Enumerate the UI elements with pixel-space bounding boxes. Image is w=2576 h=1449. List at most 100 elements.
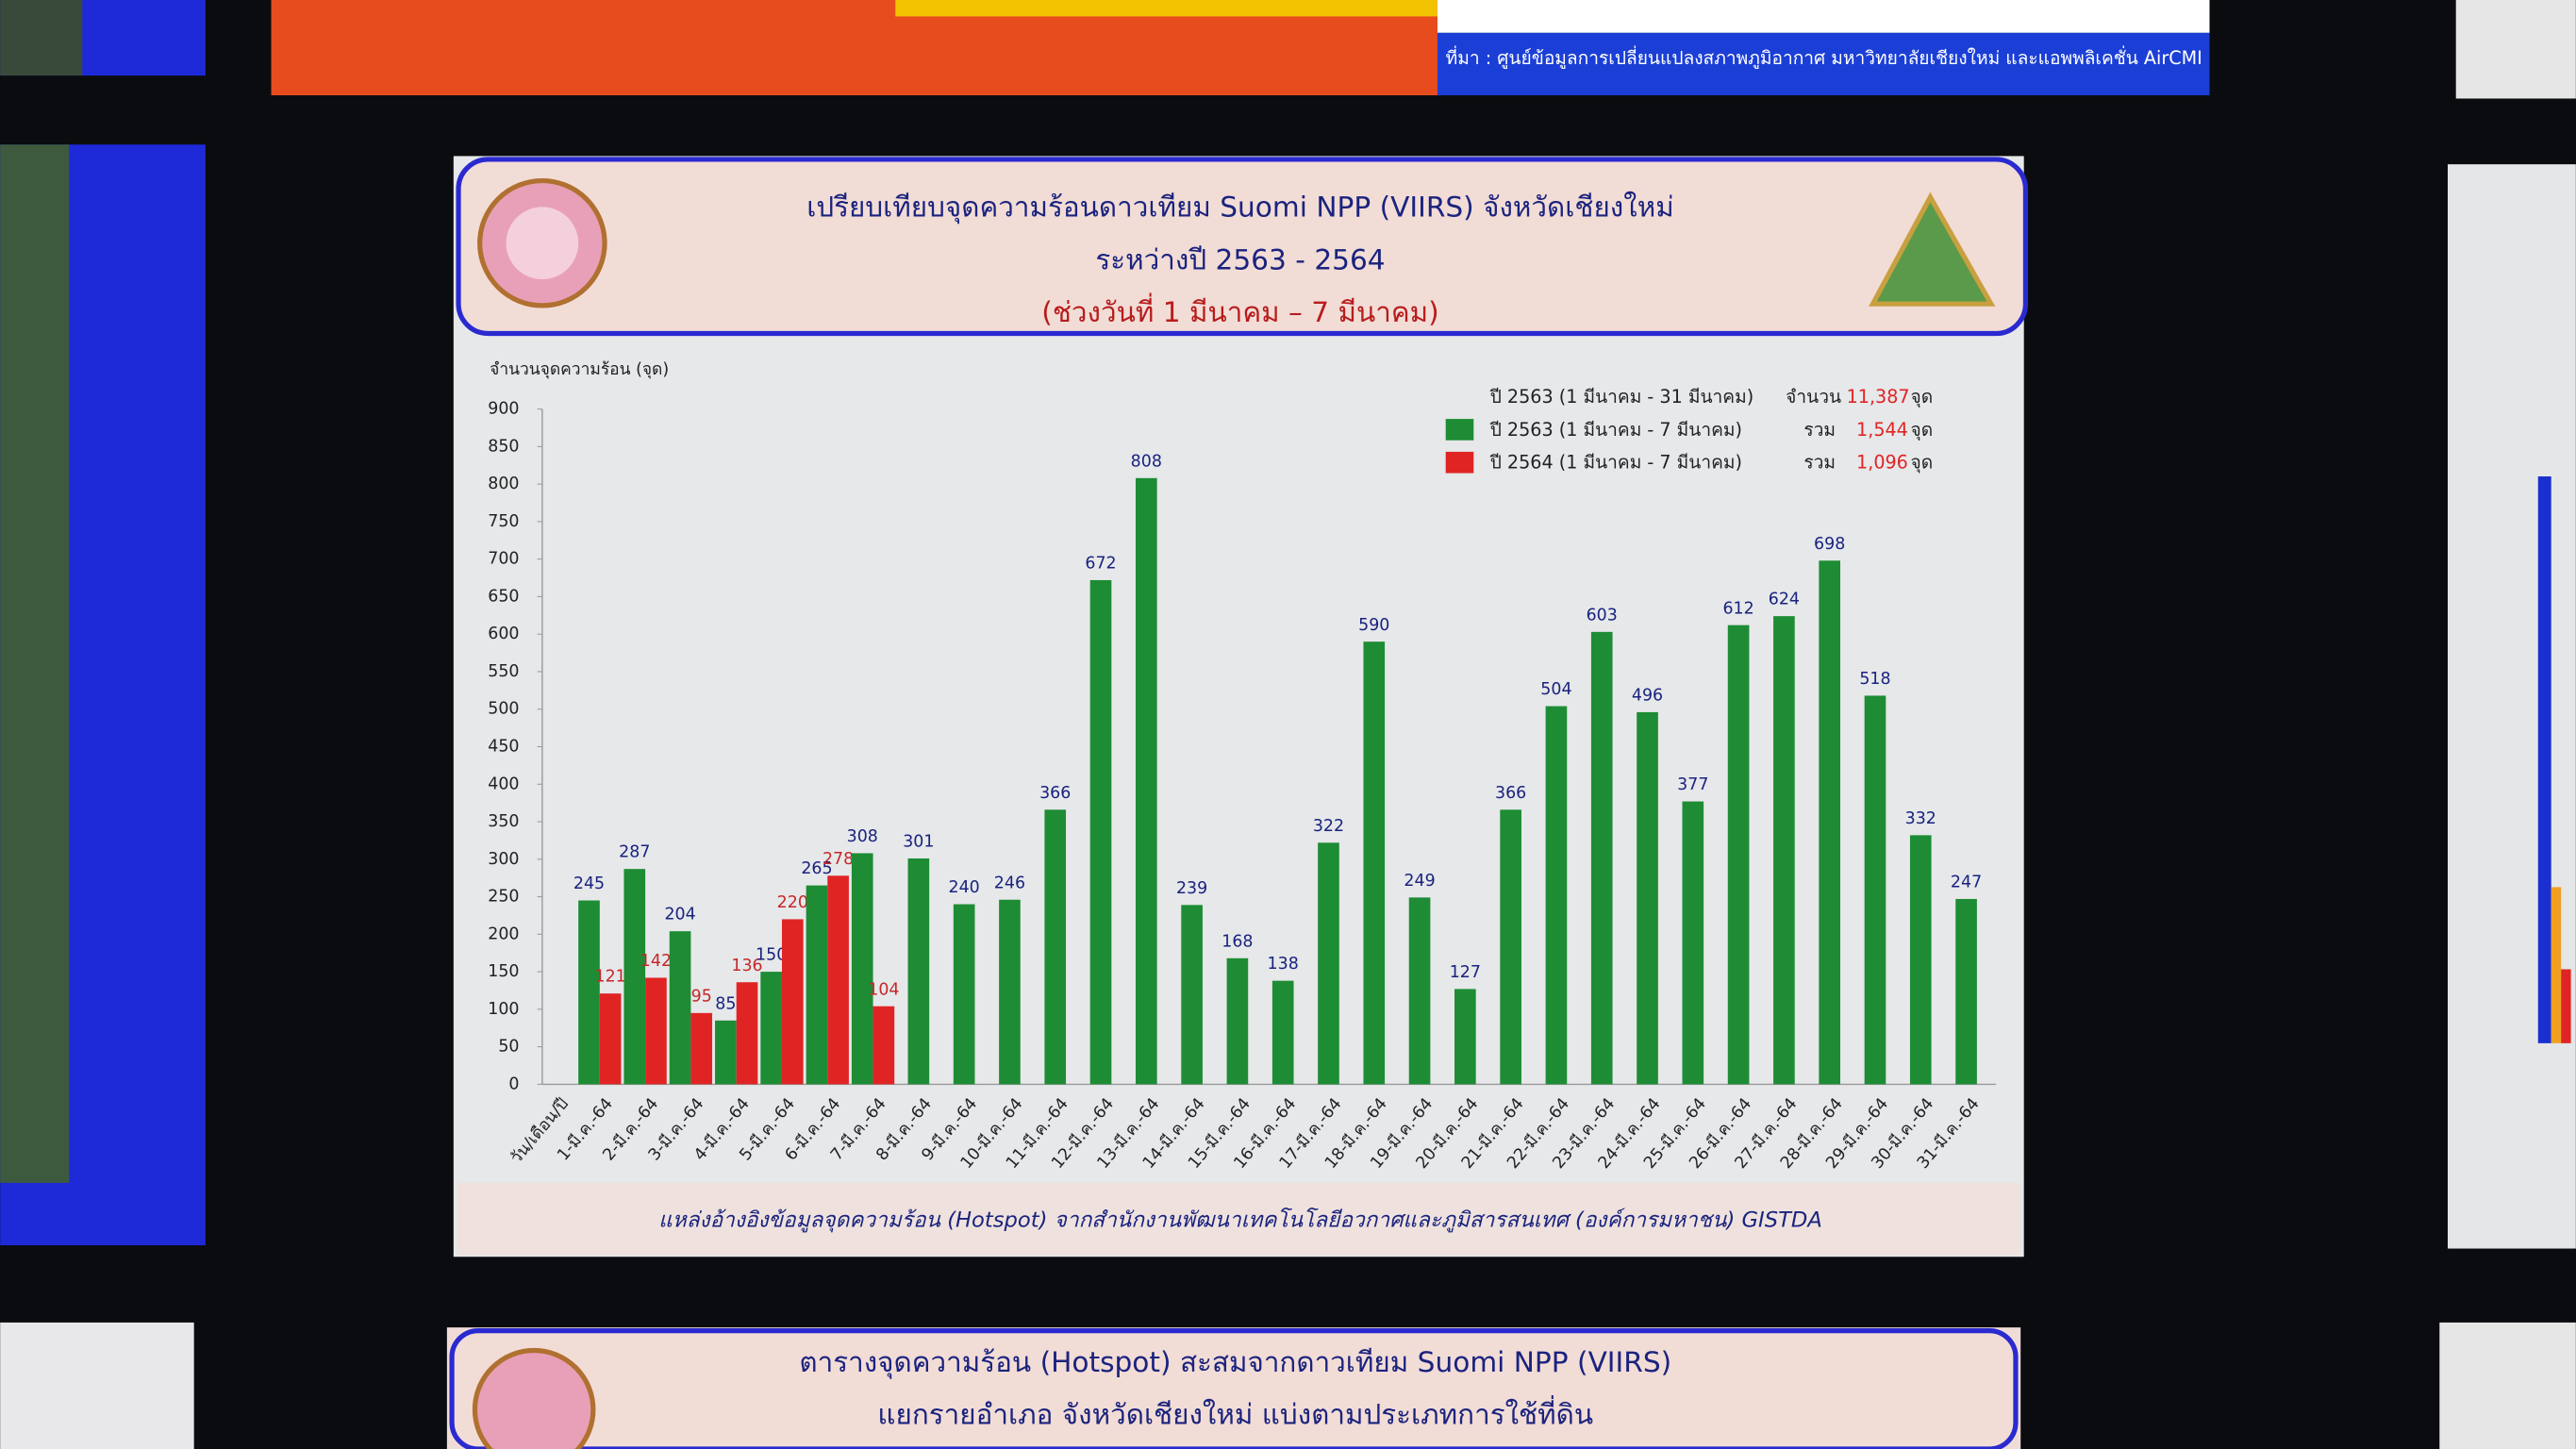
bar [690, 1012, 713, 1085]
legend-label: ปี 2563 (1 มีนาคม - 7 มีนาคม) [1489, 419, 1742, 441]
bar [1089, 579, 1112, 1085]
y-tick-label: 0 [508, 1074, 519, 1093]
y-tick-label: 300 [488, 850, 519, 869]
bar [1363, 641, 1386, 1085]
data-label: 136 [731, 957, 762, 975]
source: แหล่งอ้างอิงข้อมูลจุดความร้อน (Hotspot) … [658, 1207, 1822, 1232]
y-tick-label: 650 [488, 587, 519, 606]
top-banner-bg [1437, 32, 2210, 96]
data-label: 366 [1039, 784, 1071, 803]
data-label: 366 [1495, 784, 1526, 803]
top-banner: ที่มา : ศูนย์ข้อมูลการเปลี่ยนแปลงสภาพภูม… [1446, 45, 2202, 69]
bar [1500, 809, 1521, 1085]
y-tick-label: 50 [498, 1038, 519, 1057]
data-label: 504 [1540, 680, 1571, 699]
bar [623, 869, 646, 1085]
data-label: 127 [1450, 963, 1481, 982]
bar [715, 1020, 737, 1085]
y-tick-label: 450 [488, 738, 519, 757]
legend-label: ปี 2564 (1 มีนาคม - 7 มีนาคม) [1489, 452, 1742, 474]
bar [1864, 695, 1886, 1085]
data-label: 518 [1859, 670, 1890, 689]
bar [873, 1006, 895, 1085]
bottom-title: ตารางจุดความร้อน (Hotspot) สะสมจากดาวเที… [799, 1346, 1671, 1379]
bar [827, 875, 849, 1085]
bar [1318, 842, 1339, 1085]
bar [1271, 980, 1294, 1085]
data-label: 142 [640, 952, 672, 971]
browser-window [0, 1322, 194, 1449]
data-label: 85 [715, 994, 736, 1013]
data-label: 287 [619, 843, 650, 862]
y-tick-label: 700 [488, 550, 519, 569]
data-label: 104 [868, 980, 899, 999]
legend-prefix: จำนวน [1786, 386, 1841, 408]
data-label: 590 [1358, 616, 1389, 635]
chart-subtitle: (ช่วงวันที่ 1 มีนาคม – 7 มีนาคม) [1041, 292, 1438, 328]
data-label: 138 [1268, 955, 1299, 974]
bar [907, 858, 930, 1085]
legend-label: ปี 2563 (1 มีนาคม - 31 มีนาคม) [1489, 386, 1753, 408]
y-tick-label: 150 [488, 962, 519, 981]
bar [1181, 905, 1203, 1085]
y-tick-label: 200 [488, 924, 519, 943]
right-bar [2551, 887, 2562, 1043]
bar [806, 885, 828, 1085]
data-label: 265 [801, 859, 832, 878]
data-label: 496 [1632, 687, 1663, 706]
legend-swatch [1445, 451, 1474, 474]
y-tick-label: 850 [488, 437, 519, 456]
right-bar [2561, 969, 2571, 1043]
right-bottom-screen [2439, 1322, 2576, 1449]
y-tick-label: 500 [488, 700, 519, 719]
y-axis-label: จำนวนจุดความร้อน (จุด) [490, 360, 669, 379]
data-label: 240 [949, 878, 980, 897]
bar [599, 993, 622, 1085]
bar [1773, 616, 1795, 1085]
data-label: 204 [664, 906, 695, 924]
legend-swatch [1445, 419, 1474, 441]
bar [669, 931, 691, 1085]
data-label: 278 [823, 850, 854, 869]
y-tick-label: 600 [488, 625, 519, 643]
y-tick-label: 350 [488, 812, 519, 831]
y-tick-label: 400 [488, 774, 519, 793]
legend-unit: จุด [1911, 419, 1934, 441]
data-label: 220 [777, 893, 808, 912]
logo [506, 207, 579, 280]
right-bar [2537, 476, 2551, 1043]
bar [953, 904, 975, 1085]
data-label: 603 [1587, 606, 1618, 625]
bar [760, 972, 782, 1085]
y-tick-label: 100 [488, 1000, 519, 1019]
emblem [1869, 192, 1996, 307]
bar [999, 899, 1021, 1085]
y-tick-label: 900 [488, 400, 519, 419]
map-strip [0, 144, 70, 1183]
logo [472, 1347, 596, 1449]
right-top-screen [2455, 0, 2576, 99]
data-label: 168 [1222, 932, 1253, 951]
data-label: 377 [1677, 775, 1708, 794]
bottom-subtitle: แยกรายอำเภอ จังหวัดเชียงใหม่ แบ่งตามประเ… [877, 1395, 1593, 1431]
data-label: 121 [595, 968, 626, 987]
bar [1135, 477, 1157, 1085]
data-label: 698 [1814, 535, 1845, 554]
legend-total: 1,544 [1856, 419, 1908, 441]
bar [1545, 706, 1568, 1085]
right-screen [2447, 164, 2576, 1249]
source-box [457, 1182, 2021, 1256]
legend-unit: จุด [1911, 386, 1934, 408]
bar [736, 982, 758, 1085]
y-tick-label: 750 [488, 512, 519, 531]
bar [1454, 989, 1476, 1085]
title-box [456, 157, 2029, 337]
bar [1637, 711, 1658, 1085]
bar [1590, 631, 1613, 1085]
data-label: 322 [1313, 817, 1344, 836]
data-label: 247 [1951, 874, 1982, 892]
bar [781, 919, 804, 1085]
y-tick-label: 550 [488, 662, 519, 681]
bar [1226, 958, 1249, 1085]
